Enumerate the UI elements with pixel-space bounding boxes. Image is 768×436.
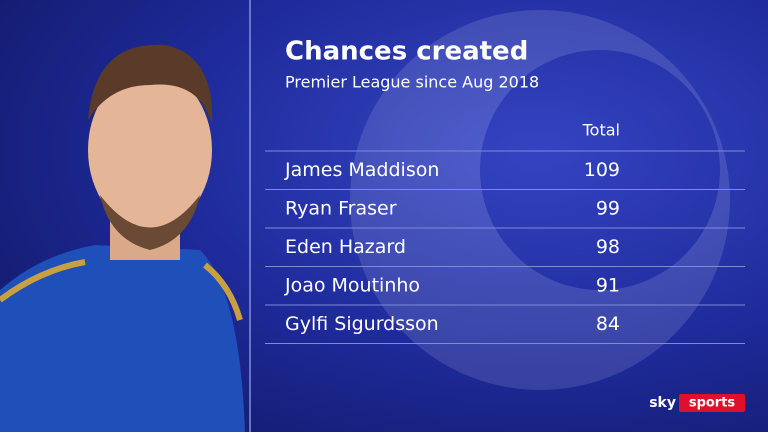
column-header: Total	[582, 121, 620, 140]
logo-sports: sports	[689, 396, 736, 411]
player-name: James Maddison	[284, 159, 439, 181]
player-photo	[0, 44, 245, 432]
chances-value: 84	[596, 313, 620, 335]
table: James Maddison 109 Ryan Fraser 99 Eden Hazar…	[265, 150, 745, 344]
title: Chances created	[285, 37, 528, 67]
chances-value: 99	[596, 197, 620, 219]
subtitle: Premier League since Aug 2018	[285, 73, 539, 92]
watermark-lion	[350, 10, 730, 390]
player-name: Gylfi Sigurdsson	[285, 313, 439, 335]
sky-sports-logo: sky sports	[649, 394, 745, 412]
logo-box	[679, 394, 745, 412]
chances-value: 91	[596, 274, 620, 296]
chances-value: 109	[584, 159, 620, 181]
chances-value: 98	[596, 236, 620, 258]
player-name: Ryan Fraser	[285, 197, 397, 219]
player-name: Eden Hazard	[285, 236, 406, 258]
logo-sky: sky	[649, 395, 676, 411]
player-name: Joao Moutinho	[284, 274, 420, 296]
